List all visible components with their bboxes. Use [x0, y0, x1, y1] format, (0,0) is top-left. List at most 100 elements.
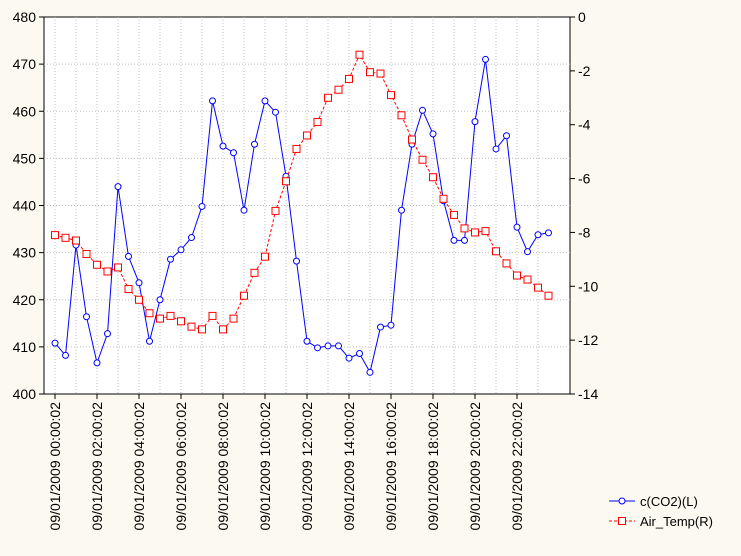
data-point-airtemp: [523, 275, 532, 284]
legend-marker-co2: [618, 497, 626, 505]
data-point-co2: [429, 130, 437, 138]
data-point-airtemp: [114, 263, 122, 272]
data-point-co2: [450, 236, 458, 244]
left-axis-tick-label: 410: [13, 339, 37, 355]
data-point-airtemp: [292, 144, 301, 153]
data-point-airtemp: [250, 268, 259, 277]
data-point-airtemp: [366, 68, 374, 77]
data-point-co2: [303, 337, 311, 345]
left-axis-tick-label: 480: [13, 9, 37, 25]
data-point-co2: [230, 149, 237, 157]
data-point-co2: [93, 359, 101, 367]
x-axis-tick-label: 09/01/2009 02:00:02: [89, 402, 105, 531]
right-y-axis: -14 -12 -10 -8 -6 -4 -2 0: [570, 9, 598, 402]
data-point-airtemp: [145, 309, 154, 318]
data-point-co2: [62, 351, 69, 359]
right-axis-tick-label: -14: [578, 386, 598, 402]
x-axis-tick-label: 09/01/2009 00:00:02: [47, 402, 63, 531]
data-point-airtemp: [345, 74, 353, 83]
left-axis-tick-label: 460: [13, 103, 37, 119]
right-axis-tick-label: -6: [578, 171, 591, 187]
x-axis-tick-label: 09/01/2009 06:00:02: [173, 402, 189, 531]
data-point-co2: [398, 206, 405, 214]
data-point-airtemp: [513, 271, 521, 280]
data-point-airtemp: [534, 283, 542, 292]
data-point-airtemp: [492, 247, 500, 256]
data-point-airtemp: [271, 206, 280, 215]
x-axis-tick-label: 09/01/2009 10:00:02: [257, 402, 273, 531]
data-point-airtemp: [93, 260, 101, 269]
x-axis-tick-label: 09/01/2009 22:00:02: [509, 402, 525, 531]
data-point-airtemp: [240, 291, 248, 300]
legend: c(CO2)(L) Air_Temp(R): [609, 494, 713, 529]
data-point-airtemp: [166, 311, 175, 320]
right-axis-tick-label: -8: [578, 224, 591, 240]
data-point-co2: [503, 132, 510, 140]
data-point-co2: [461, 236, 468, 244]
data-point-co2: [545, 229, 552, 237]
x-axis-tick-label: 09/01/2009 14:00:02: [341, 402, 357, 531]
data-point-airtemp: [387, 91, 395, 100]
left-axis-tick-label: 420: [13, 292, 37, 308]
data-point-airtemp: [187, 322, 196, 331]
data-point-co2: [482, 55, 489, 63]
left-axis-tick-label: 450: [13, 150, 37, 166]
data-point-co2: [251, 140, 258, 148]
data-point-airtemp: [156, 314, 164, 323]
data-point-co2: [188, 234, 195, 242]
data-point-co2: [219, 142, 227, 150]
data-point-airtemp: [229, 314, 238, 323]
data-point-airtemp: [376, 69, 385, 78]
data-point-airtemp: [481, 227, 490, 236]
data-point-airtemp: [82, 249, 91, 258]
x-axis-tick-label: 09/01/2009 18:00:02: [425, 402, 441, 531]
left-axis-tick-label: 470: [13, 56, 37, 72]
data-point-airtemp: [103, 267, 112, 276]
data-point-co2: [356, 349, 363, 357]
data-point-co2: [104, 330, 111, 338]
data-point-co2: [524, 248, 531, 256]
data-point-co2: [345, 354, 353, 362]
data-point-co2: [146, 337, 153, 345]
legend-label-co2: c(CO2)(L): [640, 494, 698, 509]
data-point-airtemp: [313, 118, 322, 127]
data-point-airtemp: [502, 259, 511, 268]
data-point-airtemp: [418, 155, 427, 164]
data-point-co2: [471, 118, 479, 126]
data-point-co2: [135, 279, 143, 287]
data-point-airtemp: [261, 252, 269, 261]
series-layer: [51, 50, 553, 376]
series-line-co2: [54, 59, 549, 374]
left-axis-tick-label: 400: [13, 386, 37, 402]
data-point-airtemp: [219, 325, 227, 334]
data-point-airtemp: [408, 135, 416, 144]
data-point-co2: [240, 206, 248, 214]
legend-label-airtemp: Air_Temp(R): [640, 514, 713, 529]
left-axis-tick-label: 430: [13, 245, 37, 261]
data-point-co2: [125, 252, 132, 260]
data-point-airtemp: [355, 50, 364, 59]
data-point-co2: [114, 183, 122, 191]
data-point-airtemp: [450, 210, 458, 219]
data-point-co2: [335, 342, 342, 350]
x-axis-tick-label: 09/01/2009 04:00:02: [131, 402, 147, 531]
data-point-airtemp: [177, 317, 185, 326]
data-point-co2: [324, 342, 332, 350]
data-point-airtemp: [61, 233, 70, 242]
data-point-airtemp: [460, 224, 469, 233]
x-axis-tick-label: 09/01/2009 20:00:02: [467, 402, 483, 531]
data-point-airtemp: [282, 177, 290, 186]
data-point-co2: [83, 313, 90, 321]
right-axis-tick-label: -12: [578, 332, 598, 348]
data-point-airtemp: [72, 236, 80, 245]
right-axis-tick-label: -4: [578, 117, 591, 133]
data-point-co2: [51, 339, 59, 347]
data-point-airtemp: [208, 311, 217, 320]
data-point-co2: [167, 255, 174, 263]
data-point-airtemp: [51, 231, 59, 240]
x-axis: 09/01/2009 00:00:02 09/01/2009 02:00:02 09…: [47, 394, 525, 530]
data-point-co2: [513, 223, 521, 231]
data-point-co2: [387, 321, 395, 329]
data-point-co2: [177, 246, 185, 254]
